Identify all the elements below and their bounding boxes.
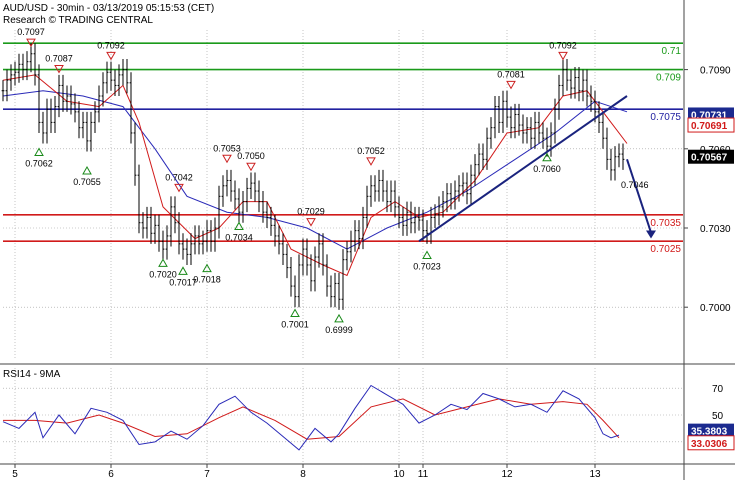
swing-high-label: 0.7092 [97, 40, 125, 50]
rsi-line [2, 384, 620, 451]
rsi-tick-label: 70 [712, 384, 724, 395]
price-badge-price [688, 149, 734, 164]
swing-high-label: 0.7042 [165, 172, 193, 182]
swing-high-label: 0.7087 [45, 54, 73, 64]
uptrend-line [418, 95, 628, 243]
x-tick-label: 5 [12, 469, 18, 480]
level-label-support: 0.7035 [650, 218, 681, 229]
rsi-badge-rsi_ma [687, 435, 735, 451]
swing-label: 0.7046 [621, 180, 649, 190]
swing-low-marker [422, 250, 432, 259]
x-tick-label: 13 [589, 469, 601, 480]
swing-high-marker [26, 38, 36, 48]
rsi-badge-label: 33.0306 [691, 439, 728, 450]
swing-high-marker [246, 162, 256, 172]
swing-low-marker [334, 313, 344, 323]
x-tick-label: 11 [418, 469, 429, 480]
swing-low-label: 0.6999 [325, 325, 353, 335]
x-tick-label: 12 [501, 469, 513, 480]
rsi-tick-label: 50 [712, 411, 724, 422]
level-label-resistance: 0.71 [662, 46, 682, 57]
slow-moving-average-line [2, 90, 628, 250]
swing-high-marker [174, 183, 184, 193]
rsi-badge-rsi [688, 423, 734, 438]
swing-high-marker [54, 65, 64, 74]
swing-low-marker [202, 263, 212, 273]
swing-high-marker [306, 218, 316, 227]
price-badge-label: 0.70567 [691, 153, 728, 164]
swing-low-marker [82, 165, 92, 175]
swing-high-marker [558, 51, 568, 61]
y-tick-label: 0.7030 [700, 224, 731, 235]
price-badge-label: 0.70731 [691, 110, 728, 121]
swing-high-label: 0.7029 [297, 207, 325, 217]
level-label-support: 0.7025 [650, 244, 681, 255]
swing-low-marker [234, 221, 244, 230]
swing-low-marker [542, 152, 552, 162]
swing-high-marker [506, 80, 516, 90]
swing-low-marker [290, 308, 300, 318]
levels-layer: 0.71 0.709 0.7075 0.7035 0.7025 [3, 42, 683, 255]
swing-low-label: 0.7017 [169, 277, 197, 287]
x-tick-label: 6 [108, 469, 114, 480]
rsi-badge-label: 35.3803 [691, 427, 728, 438]
rsi-layer [2, 384, 620, 451]
rsi-title: RSI14 - 9MA [3, 369, 61, 380]
header-title: AUD/USD - 30min - 03/13/2019 05:15:53 (C… [3, 3, 214, 14]
swing-high-label: 0.7081 [497, 69, 525, 79]
swing-low-marker [178, 266, 188, 275]
swing-low-label: 0.7034 [225, 232, 253, 242]
swing-low-label: 0.7060 [533, 164, 561, 174]
swing-high-label: 0.7050 [237, 151, 265, 161]
swing-low-label: 0.7055 [73, 177, 101, 187]
x-tick-label: 8 [300, 469, 306, 480]
swing-high-marker [106, 51, 116, 61]
y-tick-label: 0.7090 [700, 66, 731, 77]
price-layer [1, 43, 628, 310]
price-badge-fast [687, 117, 735, 133]
level-label-resistance: 0.709 [656, 73, 681, 84]
swing-low-label: 0.7001 [281, 320, 309, 330]
swing-low-label: 0.7018 [193, 275, 221, 285]
rsi-ma-line [3, 398, 620, 440]
x-tick-label: 10 [393, 469, 405, 480]
swing-high-marker [222, 154, 232, 164]
swing-low-label: 0.7023 [413, 261, 441, 271]
swing-high-label: 0.7052 [357, 146, 385, 156]
x-tick-label: 7 [204, 469, 210, 480]
annotations-layer: 0.70970.70870.70920.70620.70550.70200.70… [17, 27, 656, 335]
swing-low-label: 0.7062 [25, 159, 53, 169]
swing-high-marker [366, 157, 376, 166]
price-badge-label: 0.70691 [691, 121, 728, 132]
level-label-pivot: 0.7075 [650, 112, 681, 123]
swing-low-label: 0.7020 [149, 269, 177, 279]
swing-high-label: 0.7092 [549, 40, 577, 50]
header-attribution: Research © TRADING CENTRAL [3, 15, 153, 26]
swing-low-marker [34, 147, 44, 157]
y-tick-label: 0.7000 [700, 303, 731, 314]
forecast-arrow-head [646, 230, 656, 239]
swing-high-label: 0.7097 [17, 27, 45, 37]
forecast-arrow-shaft [626, 159, 652, 233]
swing-low-marker [158, 258, 168, 267]
swing-high-label: 0.7053 [213, 143, 241, 153]
